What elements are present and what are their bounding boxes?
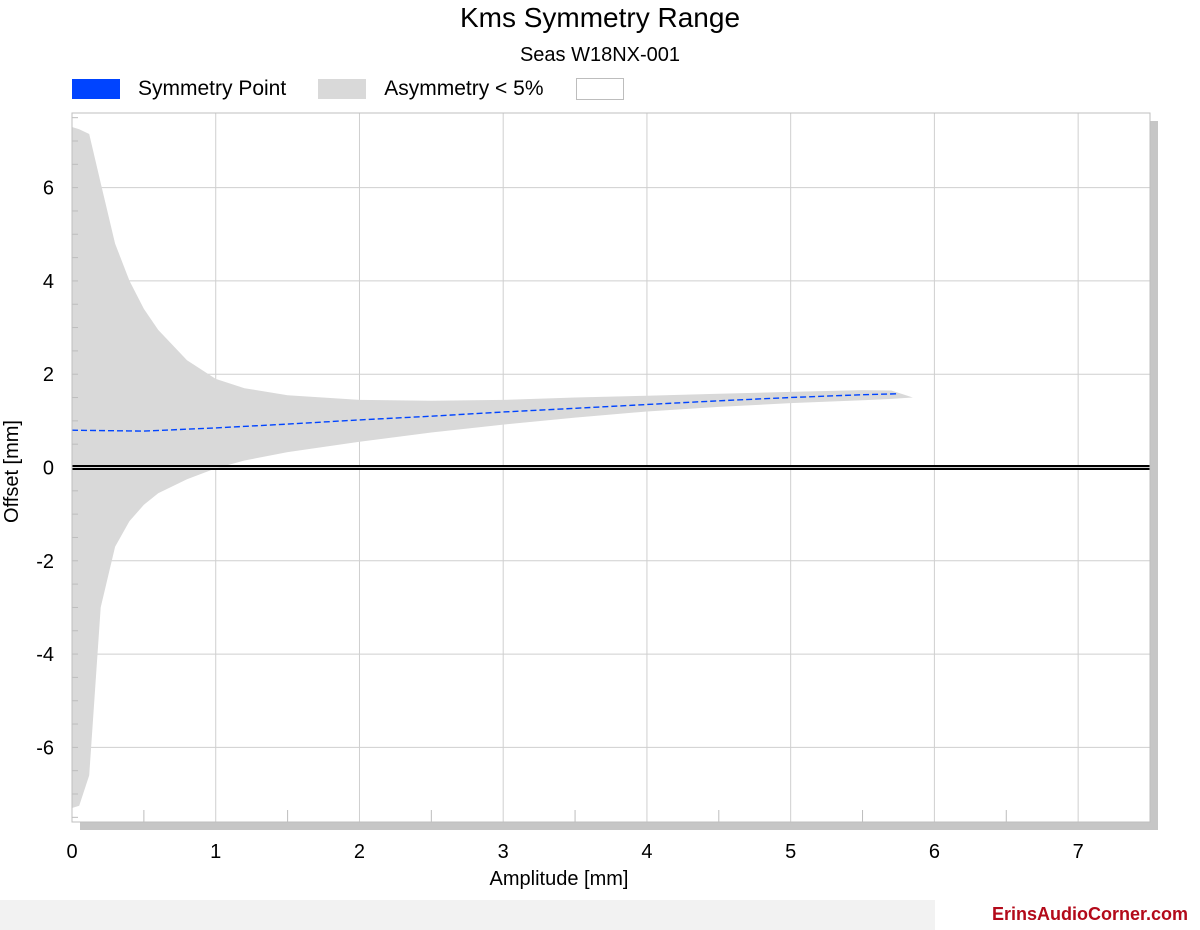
x-tick-label: 7 — [1073, 841, 1084, 863]
chart-canvas: 0 1 2 3 4 5 6 7 -6 -4 -2 0 2 4 6 Amplitude [mm] Offset [… — [1, 112, 1158, 890]
chart-legend: Symmetry Point Asymmetry < 5% — [72, 76, 656, 102]
y-tick-label: 6 — [43, 178, 54, 200]
x-tick-label: 3 — [498, 841, 509, 863]
chart-title: Kms Symmetry Range — [459, 2, 741, 33]
footer-bar — [0, 900, 935, 930]
y-tick-label: -4 — [36, 644, 54, 666]
chart-subtitle: Seas W18NX-001 — [519, 44, 681, 66]
plot-border — [71, 112, 1151, 823]
x-tick-label: 2 — [354, 841, 365, 863]
y-tick-label: 2 — [43, 364, 54, 386]
legend-swatch-symmetry-point — [72, 79, 120, 99]
x-tick-label: 4 — [641, 841, 652, 863]
legend-item-empty — [575, 78, 624, 100]
y-tick-label: 0 — [43, 458, 54, 480]
x-tick-label: 5 — [785, 841, 796, 863]
y-tick-label: -2 — [36, 551, 54, 573]
legend-item-asymmetry: Asymmetry < 5% — [318, 77, 544, 101]
x-tick-label: 1 — [210, 841, 221, 863]
legend-swatch-asymmetry — [318, 79, 367, 99]
y-tick-label: -6 — [36, 737, 54, 759]
legend-label-symmetry-point: Symmetry Point — [138, 77, 287, 100]
legend-label-asymmetry: Asymmetry < 5% — [384, 77, 544, 100]
x-tick-label: 0 — [66, 841, 77, 863]
x-axis-title: Amplitude [mm] — [490, 868, 629, 890]
footer-brand: ErinsAudioCorner.com — [991, 904, 1188, 924]
y-tick-label: 4 — [43, 271, 54, 293]
legend-item-symmetry-point: Symmetry Point — [72, 77, 286, 101]
legend-swatch-empty — [575, 78, 624, 100]
y-axis-title: Offset [mm] — [1, 420, 23, 523]
x-tick-label: 6 — [929, 841, 940, 863]
